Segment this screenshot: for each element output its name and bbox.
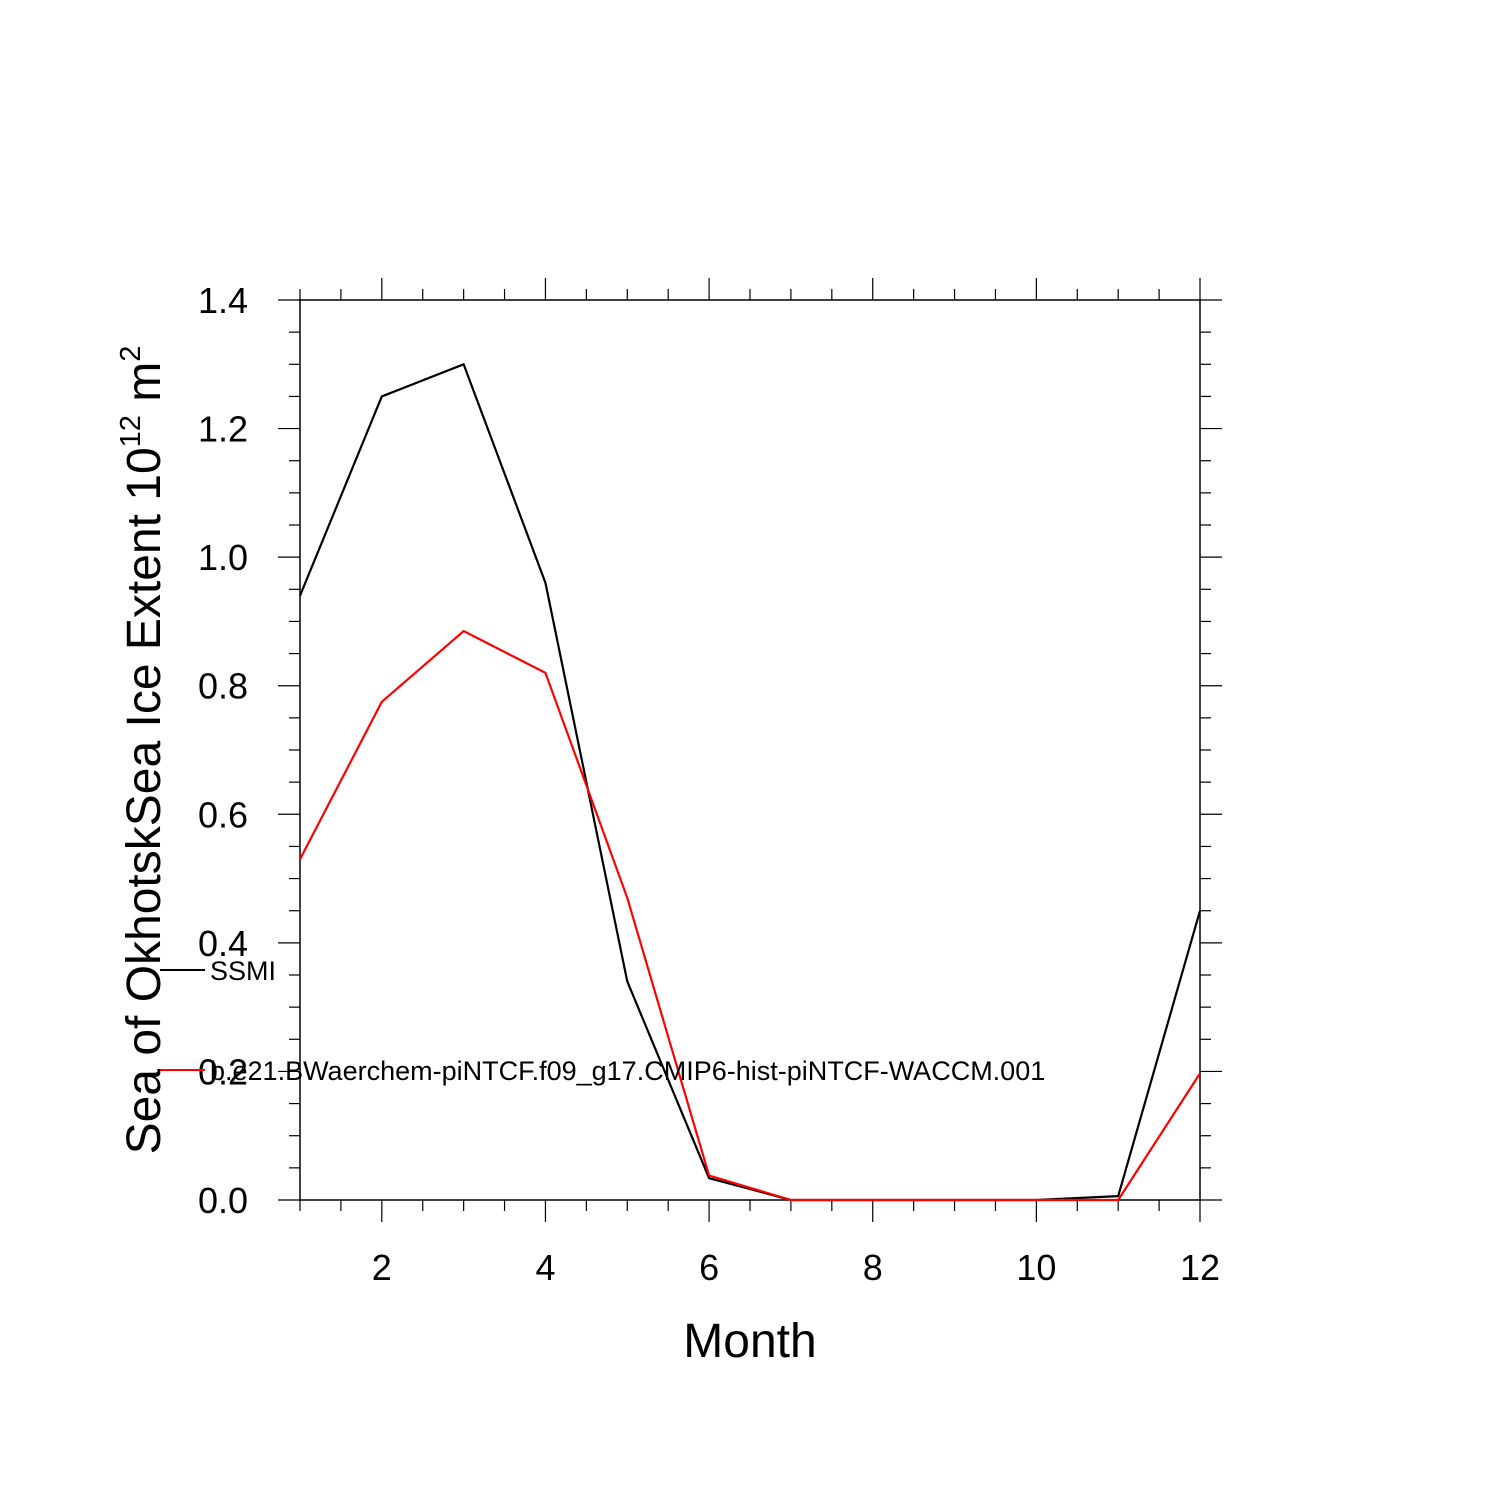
y-axis-title-main: Sea of OkhotskSea Ice Extent 10 — [118, 447, 171, 1154]
x-tick-label: 12 — [1180, 1247, 1220, 1288]
y-tick-label: 1.2 — [198, 409, 248, 450]
x-tick-label: 2 — [372, 1247, 392, 1288]
series-line-1 — [299, 629, 1201, 1202]
legend: SSMI b.e21.BWaerchem-piNTCF.f09_g17.CMIP… — [160, 956, 1045, 1086]
axis-ticks — [278, 278, 1222, 1222]
x-axis-title: Month — [683, 1315, 816, 1368]
axis-tick-labels: 2 4 6 8 10 12 0.0 0.2 0.4 0.6 0.8 1.0 1.2 1.4 — [198, 280, 1220, 1288]
x-tick-label: 4 — [535, 1247, 555, 1288]
y-axis-title-unit: m — [118, 362, 171, 415]
x-tick-label: 6 — [699, 1247, 719, 1288]
y-axis-title-exponent: 12 — [115, 415, 147, 447]
y-tick-label: 0.0 — [198, 1180, 248, 1221]
x-tick-label: 8 — [863, 1247, 883, 1288]
y-tick-label: 0.6 — [198, 794, 248, 835]
y-tick-label: 0.2 — [198, 1051, 248, 1092]
legend-label-ssmi: SSMI — [210, 956, 276, 986]
y-tick-label: 0.8 — [198, 666, 248, 707]
y-tick-label: 1.4 — [198, 280, 248, 321]
y-axis-title: Sea of OkhotskSea Ice Extent 1012 m2 — [115, 346, 171, 1155]
legend-label-model: b.e21.BWaerchem-piNTCF.f09_g17.CMIP6-his… — [210, 1056, 1045, 1086]
x-tick-label: 10 — [1016, 1247, 1056, 1288]
y-axis-title-unit-exponent: 2 — [115, 346, 147, 362]
y-tick-label: 0.4 — [198, 923, 248, 964]
series-lines — [298, 363, 1202, 1202]
y-tick-label: 1.0 — [198, 537, 248, 578]
